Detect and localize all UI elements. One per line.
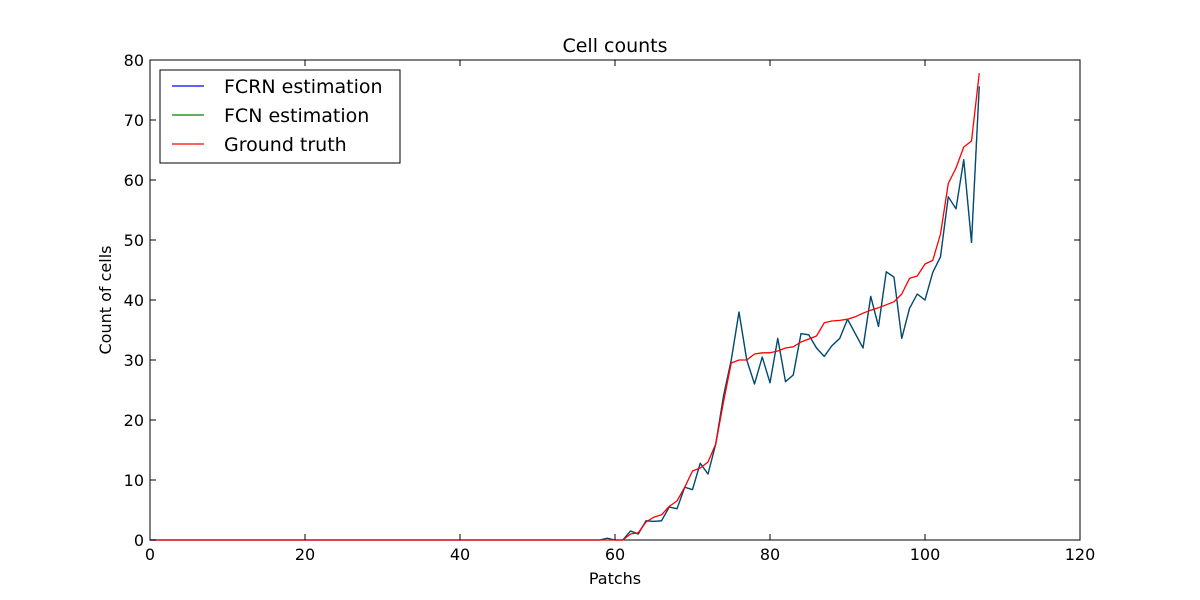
- x-tick-label: 100: [910, 545, 941, 564]
- y-tick-label: 80: [124, 51, 144, 70]
- y-tick-label: 70: [124, 111, 144, 130]
- y-axis-label: Count of cells: [96, 246, 115, 355]
- x-tick-label: 120: [1065, 545, 1096, 564]
- ticks-layer: 0 20 40 60 80 100 120 0 10 20 30 40 50 60 70 80: [124, 51, 1096, 564]
- x-tick-label: 60: [605, 545, 625, 564]
- y-tick-label: 50: [124, 231, 144, 250]
- y-tick-label: 40: [124, 291, 144, 310]
- series-line-ground-truth: [150, 73, 980, 541]
- y-tick-label: 60: [124, 171, 144, 190]
- legend-label: FCRN estimation: [224, 76, 383, 98]
- series-layer: [150, 73, 980, 541]
- y-tick-label: 30: [124, 351, 144, 370]
- x-tick-label: 40: [450, 545, 470, 564]
- x-tick-label: 20: [295, 545, 315, 564]
- x-axis-label: Patchs: [589, 569, 641, 588]
- legend: FCRN estimation FCN estimation Ground trut…: [159, 69, 401, 164]
- x-tick-label: 80: [760, 545, 780, 564]
- x-tick-label: 0: [145, 545, 155, 564]
- legend-label: FCN estimation: [224, 105, 369, 127]
- legend-label: Ground truth: [224, 134, 347, 156]
- y-tick-label: 20: [124, 411, 144, 430]
- chart-title: Cell counts: [562, 35, 667, 57]
- y-tick-label: 10: [124, 471, 144, 490]
- y-tick-label: 0: [134, 531, 144, 550]
